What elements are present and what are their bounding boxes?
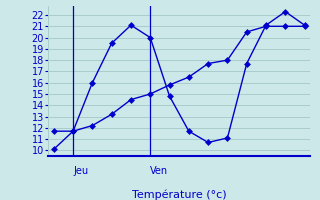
Text: Jeu: Jeu — [73, 166, 88, 176]
Text: Température (°c): Température (°c) — [132, 189, 227, 200]
Text: Ven: Ven — [150, 166, 168, 176]
